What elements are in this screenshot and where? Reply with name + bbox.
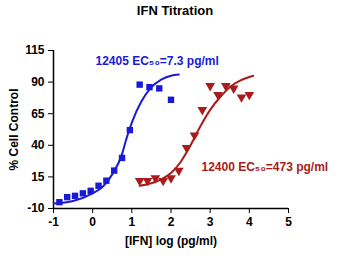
svg-text:15: 15 xyxy=(31,170,45,184)
svg-text:12405 EC₅₀=7.3 pg/ml: 12405 EC₅₀=7.3 pg/ml xyxy=(96,54,219,68)
svg-text:-10: -10 xyxy=(27,201,45,215)
svg-text:5: 5 xyxy=(285,215,292,229)
svg-text:12400 EC₅₀=473 pg/ml: 12400 EC₅₀=473 pg/ml xyxy=(202,160,329,174)
svg-text:% Cell Control: % Cell Control xyxy=(7,88,21,170)
svg-text:115: 115 xyxy=(25,43,45,57)
svg-text:-1: -1 xyxy=(48,215,59,229)
svg-text:1: 1 xyxy=(128,215,135,229)
svg-text:0: 0 xyxy=(89,215,96,229)
html-text:IFN Titration: IFN Titration xyxy=(136,3,214,18)
svg-text:65: 65 xyxy=(31,107,45,121)
svg-text:2: 2 xyxy=(168,215,175,229)
svg-text:40: 40 xyxy=(31,138,45,152)
svg-text:3: 3 xyxy=(207,215,214,229)
svg-text:90: 90 xyxy=(31,75,45,89)
svg-text:[IFN] log (pg/ml): [IFN] log (pg/ml) xyxy=(125,234,217,248)
svg-text:4: 4 xyxy=(246,215,253,229)
